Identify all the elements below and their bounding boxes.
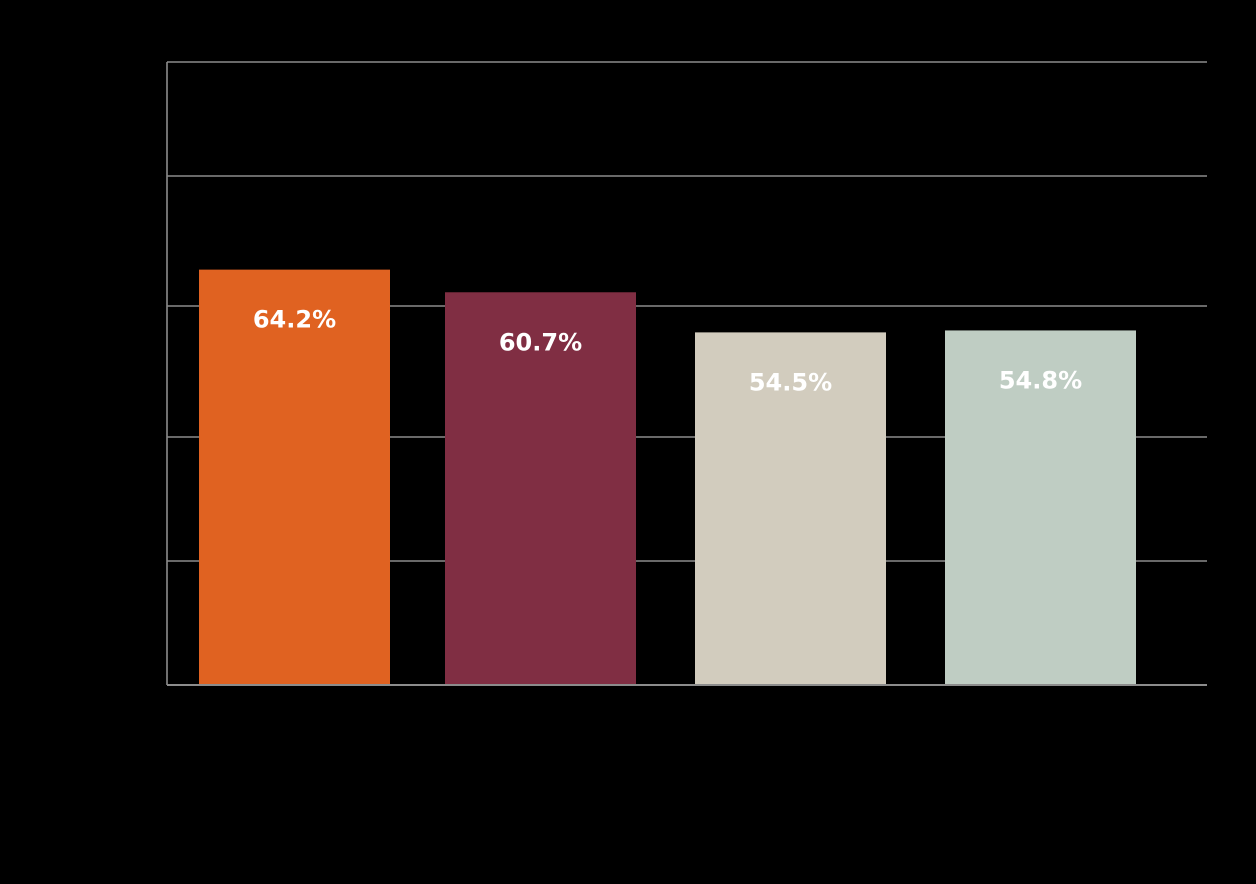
bar-4 bbox=[945, 330, 1136, 685]
bar-value-label-4: 54.8% bbox=[999, 366, 1082, 394]
bars bbox=[199, 269, 1136, 685]
bar-1 bbox=[199, 269, 390, 685]
bar-2 bbox=[445, 292, 636, 685]
bar-value-label-3: 54.5% bbox=[749, 368, 832, 396]
bar-value-label-2: 60.7% bbox=[499, 328, 582, 356]
bar-value-labels: 64.2% 60.7% 54.5% 54.8% bbox=[253, 306, 1082, 397]
axes bbox=[166, 62, 1207, 686]
bar-3 bbox=[695, 332, 886, 685]
bar-value-label-1: 64.2% bbox=[253, 306, 336, 334]
